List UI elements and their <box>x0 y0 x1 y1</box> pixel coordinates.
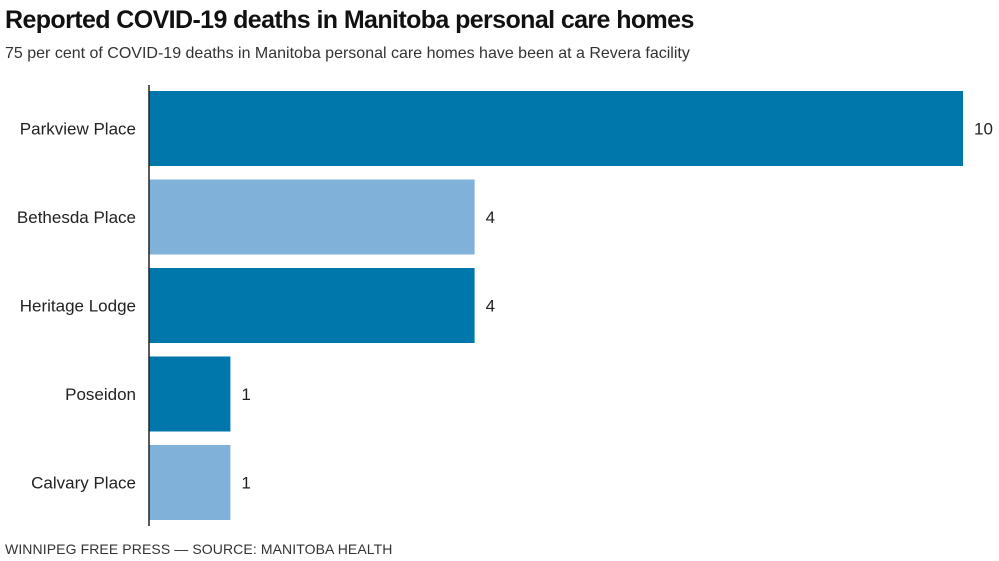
chart-title: Reported COVID-19 deaths in Manitoba per… <box>5 6 694 34</box>
bar-heritage-lodge <box>149 268 475 343</box>
bar-parkview-place <box>149 91 963 166</box>
category-label-parkview-place: Parkview Place <box>20 120 136 139</box>
category-label-poseidon: Poseidon <box>65 385 136 404</box>
value-label-parkview-place: 10 <box>974 120 993 139</box>
bar-poseidon <box>149 356 231 432</box>
source-credit: WINNIPEG FREE PRESS — SOURCE: MANITOBA H… <box>5 541 393 557</box>
bar-calvary-place <box>149 445 231 520</box>
chart-subtitle: 75 per cent of COVID-19 deaths in Manito… <box>5 45 690 62</box>
category-label-bethesda-place: Bethesda Place <box>17 208 136 227</box>
category-label-calvary-place: Calvary Place <box>31 474 136 493</box>
bar-bethesda-place <box>149 179 475 255</box>
value-label-heritage-lodge: 4 <box>486 297 495 316</box>
value-label-bethesda-place: 4 <box>486 208 495 227</box>
value-label-poseidon: 1 <box>241 385 250 404</box>
value-label-calvary-place: 1 <box>241 474 250 493</box>
bar-chart: Parkview Place 10 Bethesda Place 4 Heritage … <box>17 85 993 526</box>
category-label-heritage-lodge: Heritage Lodge <box>20 297 136 316</box>
